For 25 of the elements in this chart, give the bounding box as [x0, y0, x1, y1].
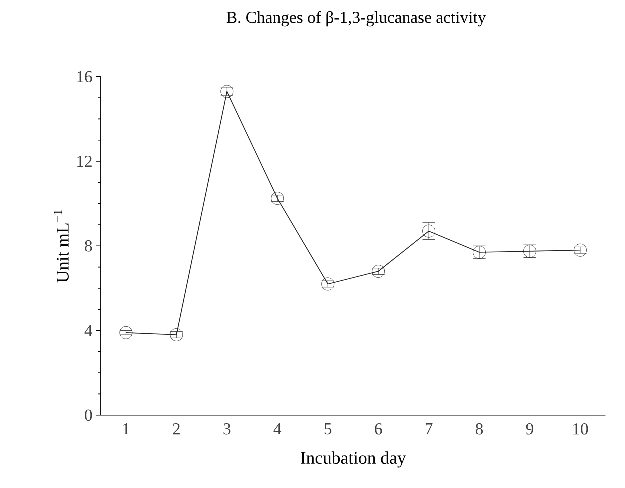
x-tick-label: 8 — [476, 423, 484, 435]
y-tick-label: 8 — [85, 240, 92, 252]
x-tick-label: 4 — [274, 423, 282, 434]
y-tick-label: 0 — [85, 410, 92, 421]
x-tick-label: 1 — [123, 423, 130, 434]
point — [120, 326, 133, 340]
x-tick-label: 6 — [375, 423, 382, 435]
x-tick-label: 7 — [426, 423, 433, 434]
x-tick-label: 10 — [574, 423, 588, 435]
point — [574, 244, 587, 257]
point — [422, 224, 436, 238]
y-axis-title: Unit mL$^{−1}$ — [54, 210, 69, 283]
y-tick-label: 16 — [78, 71, 92, 82]
x-tick-label: 3 — [224, 423, 231, 435]
point — [322, 278, 335, 290]
chart-title: B. Changes of β-1,3-glucanase activity — [226, 11, 486, 26]
x-axis-title: Incubation day — [301, 451, 406, 468]
y-tick-label: 12 — [78, 156, 92, 167]
x-tick-label: 5 — [324, 423, 332, 434]
x-tick-label: 2 — [173, 423, 180, 434]
y-tick-label: 4 — [84, 325, 93, 336]
point — [372, 264, 386, 278]
x-tick-label: 9 — [526, 423, 534, 435]
point — [170, 328, 184, 342]
point — [271, 192, 284, 205]
